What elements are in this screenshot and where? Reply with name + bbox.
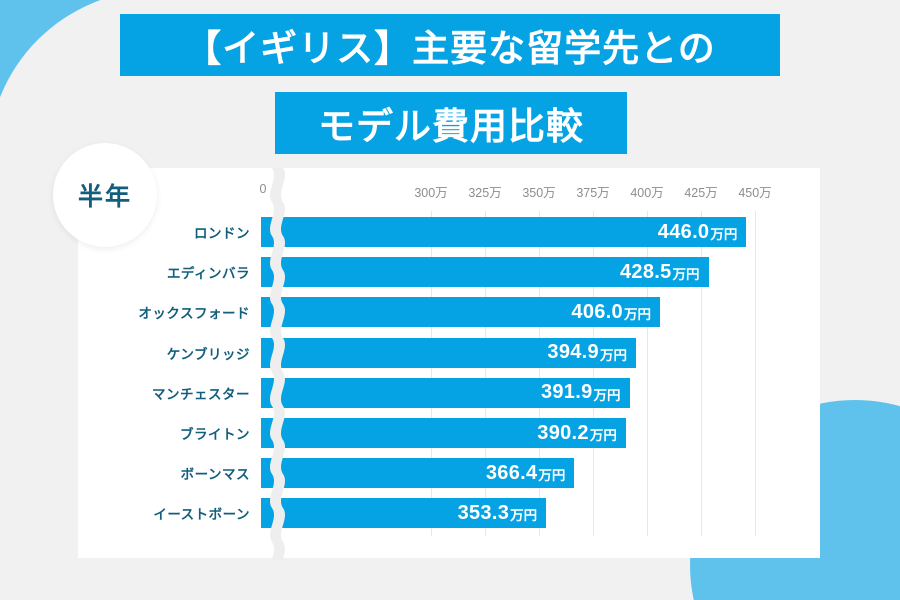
- bar-category-label: マンチェスター: [152, 386, 250, 402]
- bar-value-unit: 万円: [538, 468, 566, 484]
- gridline: [485, 211, 486, 536]
- gridline: [539, 211, 540, 536]
- chart-panel: 0 300万 325万 350万 375万 400万 425万 450万 ロンドン 446.0 万…: [78, 168, 820, 558]
- bar: 390.2 万円: [261, 418, 626, 448]
- bar-value-unit: 万円: [672, 267, 700, 283]
- chart-row: マンチェスター 391.9 万円: [78, 377, 820, 408]
- chart-row: オックスフォード 406.0 万円: [78, 297, 820, 328]
- chart-gridlines: [78, 211, 820, 536]
- x-axis-tick: 375万: [576, 186, 610, 200]
- gridline: [701, 211, 702, 536]
- title-line-2: モデル費用比較: [269, 92, 627, 162]
- chart-row: ロンドン 446.0 万円: [78, 217, 820, 247]
- bar: 353.3 万円: [261, 498, 547, 529]
- title-line-1: 【イギリス】主要な留学先との: [114, 14, 780, 84]
- gridline: [755, 211, 756, 536]
- bar: 406.0 万円: [261, 297, 660, 328]
- chart-row: エディンバラ 428.5 万円: [78, 257, 820, 288]
- bar-value-number: 390.2: [537, 421, 589, 444]
- bar: 394.9 万円: [261, 337, 636, 368]
- bar-value-unit: 万円: [623, 307, 651, 323]
- bar-value-number: 391.9: [540, 381, 593, 404]
- period-badge: 半年: [53, 143, 157, 247]
- period-badge-label: 半年: [77, 183, 132, 211]
- x-axis-tick: 0: [259, 182, 267, 196]
- bar-value-number: 366.4: [485, 461, 538, 484]
- x-axis-tick: 325万: [468, 186, 502, 200]
- bar-value-unit: 万円: [710, 227, 738, 242]
- bar-chart: 0 300万 325万 350万 375万 400万 425万 450万 ロンドン 446.0 万…: [78, 168, 820, 558]
- bar-category-label: イーストボーン: [153, 507, 250, 523]
- bar-category-label: ブライトン: [180, 427, 250, 442]
- chart-row: ブライトン 390.2 万円: [78, 418, 820, 448]
- bar-category-label: ロンドン: [194, 226, 250, 241]
- bar: 391.9 万円: [261, 377, 630, 408]
- bar: 428.5 万円: [261, 257, 709, 288]
- bar-category-label: エディンバラ: [166, 266, 250, 282]
- x-axis-tick-labels: 0 300万 325万 350万 375万 400万 425万 450万: [78, 168, 820, 208]
- bar-value-unit: 万円: [599, 347, 627, 363]
- bar: 446.0 万円: [261, 217, 747, 247]
- x-axis-tick: 400万: [630, 186, 664, 200]
- chart-row: ボーンマス 366.4 万円: [78, 458, 820, 489]
- x-axis-tick: 425万: [684, 186, 718, 200]
- bar: 366.4 万円: [261, 458, 575, 489]
- x-axis-tick: 450万: [738, 186, 772, 200]
- bar-value-unit: 万円: [589, 428, 617, 443]
- chart-bar-rows: ロンドン 446.0 万円 エディンバラ 428.5 万円 オックスフォード 406.0 万円ケ…: [78, 211, 820, 536]
- bar-category-label: ボーンマス: [180, 467, 250, 483]
- bar-value-number: 353.3: [457, 501, 510, 524]
- gridline: [647, 211, 648, 536]
- chart-row: イーストボーン 353.3 万円: [78, 498, 820, 529]
- bar-value-number: 446.0: [657, 220, 710, 243]
- x-axis-tick: 300万: [414, 186, 448, 200]
- bar-value-unit: 万円: [510, 508, 538, 524]
- bar-category-label: ケンブリッジ: [166, 346, 250, 362]
- gridline: [593, 211, 594, 536]
- x-axis-tick: 350万: [522, 186, 556, 200]
- bar-value-unit: 万円: [593, 387, 621, 403]
- bar-value-number: 394.9: [547, 341, 599, 364]
- bar-category-label: オックスフォード: [138, 306, 250, 322]
- bar-value-number: 406.0: [571, 300, 623, 323]
- chart-row: ケンブリッジ 394.9 万円: [78, 337, 820, 368]
- bar-value-number: 428.5: [619, 260, 672, 283]
- gridline: [431, 211, 432, 536]
